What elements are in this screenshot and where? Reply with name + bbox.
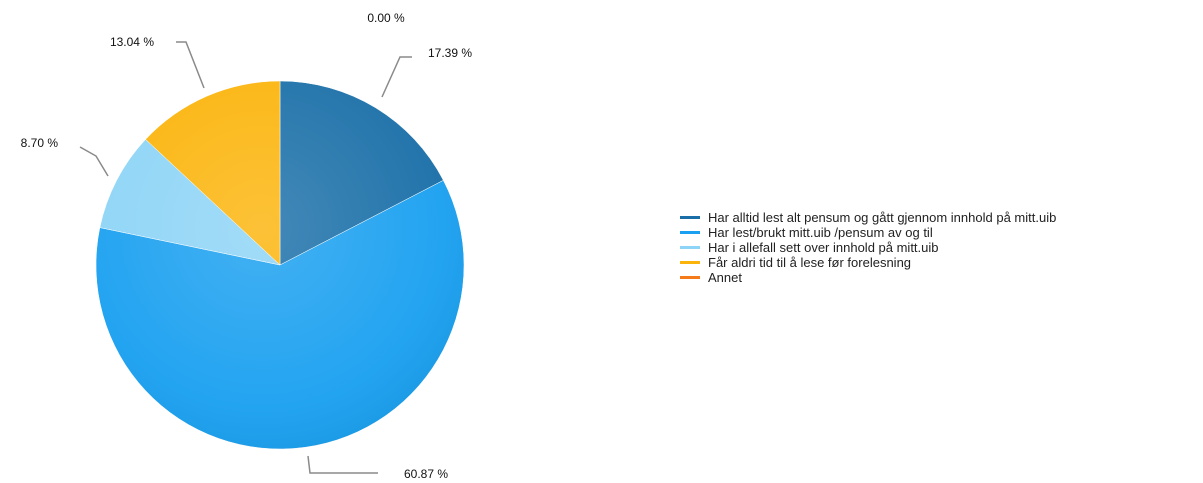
legend-swatch-4 [680,261,700,264]
leader-line-4 [176,41,205,89]
legend-label-5: Annet [708,270,742,285]
legend-label-3: Har i allefall sett over innhold på mitt… [708,240,939,255]
slice-value-label-5: 0.00 % [367,11,405,25]
legend-swatch-3 [680,246,700,249]
legend-item-3[interactable]: Har i allefall sett over innhold på mitt… [680,240,1056,255]
legend-item-4[interactable]: Får aldri tid til å lese før forelesning [680,255,1056,270]
leader-line-3 [79,146,109,177]
legend-item-2[interactable]: Har lest/brukt mitt.uib /pensum av og ti… [680,225,1056,240]
legend-label-2: Har lest/brukt mitt.uib /pensum av og ti… [708,225,933,240]
slice-value-label-4: 13.04 % [110,35,154,49]
legend-item-5[interactable]: Annet [680,270,1056,285]
legend-label-1: Har alltid lest alt pensum og gått gjenn… [708,210,1057,225]
legend-label-4: Får aldri tid til å lese før forelesning [708,255,912,270]
legend-item-1[interactable]: Har alltid lest alt pensum og gått gjenn… [680,210,1056,225]
leader-line-1 [381,56,412,98]
legend-swatch-2 [680,231,700,234]
legend: Har alltid lest alt pensum og gått gjenn… [680,210,1056,285]
slice-value-label-2: 60.87 % [404,467,448,481]
legend-swatch-5 [680,276,700,279]
leader-line-2 [307,455,378,474]
slice-value-label-1: 17.39 % [428,46,472,60]
slice-value-label-3: 8.70 % [21,136,59,150]
legend-swatch-1 [680,216,700,219]
